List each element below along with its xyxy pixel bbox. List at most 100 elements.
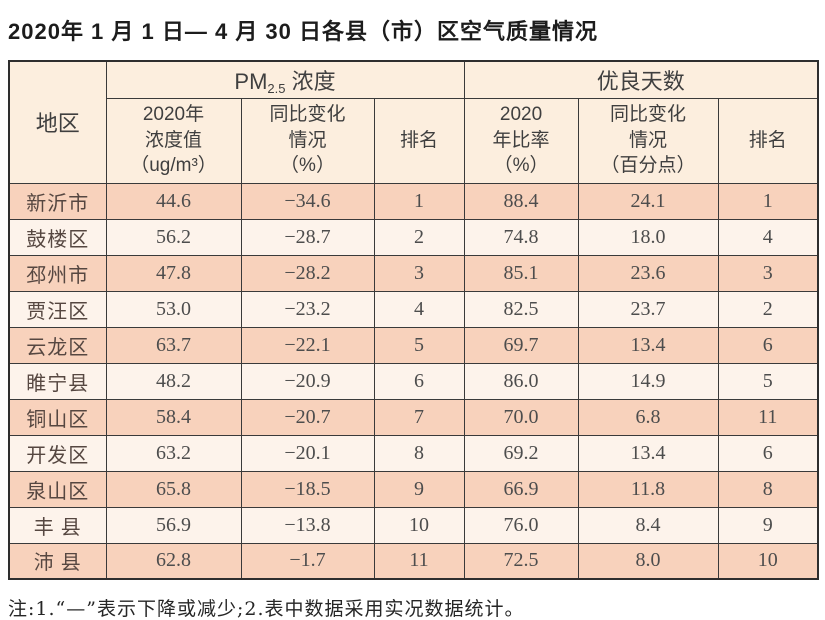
pm-rank-cell: 3 [373, 254, 465, 292]
region-cell: 睢宁县 [8, 362, 107, 400]
pm-rank-cell: 4 [373, 290, 465, 328]
sub-header-row: 2020年 浓度值 （ug/m³） 同比变化 情况 （%） 排名 2020 年比… [9, 97, 819, 184]
region-cell: 开发区 [8, 434, 107, 472]
group-header-row: 地区 PM2.5 浓度 优良天数 [8, 60, 819, 184]
pm-rank-cell: 5 [373, 326, 465, 364]
pm-change-cell: −18.5 [240, 470, 375, 508]
ratio-cell: 69.2 [463, 434, 579, 472]
table-row: 邳州市 47.8 −28.2 3 85.1 23.6 3 [8, 254, 819, 292]
ratio-change-cell: 8.0 [577, 542, 719, 580]
table-row: 沛 县 62.8 −1.7 11 72.5 8.0 10 [8, 542, 819, 580]
ratio-column-header: 2020 年比率 （%） [463, 97, 579, 184]
ratio-cell: 70.0 [463, 398, 579, 436]
region-cell: 丰 县 [8, 506, 107, 544]
ratio-change-cell: 11.8 [577, 470, 719, 508]
ratio-change-cell: 18.0 [577, 218, 719, 256]
ratio-change-column-header: 同比变化 情况 （百分点） [577, 97, 719, 184]
ratio-change-cell: 13.4 [577, 326, 719, 364]
ratio-cell: 85.1 [463, 254, 579, 292]
pm-value-cell: 65.8 [105, 470, 242, 508]
pm-rank-cell: 8 [373, 434, 465, 472]
pm-change-cell: −20.9 [240, 362, 375, 400]
ratio-change-cell: 23.6 [577, 254, 719, 292]
pm-change-cell: −20.7 [240, 398, 375, 436]
ratio-cell: 82.5 [463, 290, 579, 328]
good-days-group-header: 优良天数 [463, 60, 819, 99]
pm-change-cell: −20.1 [240, 434, 375, 472]
ratio-rank-cell: 1 [717, 182, 819, 220]
ratio-change-cell: 13.4 [577, 434, 719, 472]
pm25-label-prefix: PM [234, 68, 268, 94]
region-cell: 新沂市 [8, 182, 107, 220]
ratio-rank-cell: 6 [717, 326, 819, 364]
region-column-header: 地区 [8, 60, 107, 184]
pm-value-column-header: 2020年 浓度值 （ug/m³） [105, 97, 242, 184]
pm-rank-cell: 2 [373, 218, 465, 256]
ratio-cell: 76.0 [463, 506, 579, 544]
pm-rank-column-header: 排名 [373, 97, 465, 184]
region-cell: 邳州市 [8, 254, 107, 292]
ratio-rank-cell: 5 [717, 362, 819, 400]
region-cell: 云龙区 [8, 326, 107, 364]
pm-value-cell: 44.6 [105, 182, 242, 220]
ratio-rank-cell: 10 [717, 542, 819, 580]
pm25-label-suffix: 浓度 [285, 68, 336, 94]
pm-rank-cell: 6 [373, 362, 465, 400]
pm-value-cell: 48.2 [105, 362, 242, 400]
ratio-cell: 86.0 [463, 362, 579, 400]
pm-value-cell: 62.8 [105, 542, 242, 580]
pm-change-cell: −28.2 [240, 254, 375, 292]
region-cell: 沛 县 [8, 542, 107, 580]
region-cell: 贾汪区 [8, 290, 107, 328]
ratio-cell: 72.5 [463, 542, 579, 580]
region-cell: 铜山区 [8, 398, 107, 436]
pm-value-cell: 47.8 [105, 254, 242, 292]
ratio-change-cell: 6.8 [577, 398, 719, 436]
pm-change-column-header: 同比变化 情况 （%） [240, 97, 375, 184]
pm-value-cell: 53.0 [105, 290, 242, 328]
ratio-rank-column-header: 排名 [717, 97, 819, 184]
pm-change-cell: −34.6 [240, 182, 375, 220]
table-row: 云龙区 63.7 −22.1 5 69.7 13.4 6 [8, 326, 819, 364]
ratio-rank-cell: 6 [717, 434, 819, 472]
table-header: 地区 PM2.5 浓度 优良天数 2020年 浓度值 （ug/m³） 同比变化 … [8, 60, 819, 184]
ratio-rank-cell: 3 [717, 254, 819, 292]
region-cell: 泉山区 [8, 470, 107, 508]
table-row: 新沂市 44.6 −34.6 1 88.4 24.1 1 [8, 182, 819, 220]
pm-value-cell: 63.7 [105, 326, 242, 364]
ratio-change-cell: 23.7 [577, 290, 719, 328]
pm-rank-cell: 7 [373, 398, 465, 436]
page-title: 2020年 1 月 1 日— 4 月 30 日各县（市）区空气质量情况 [8, 19, 599, 44]
table-row: 贾汪区 53.0 −23.2 4 82.5 23.7 2 [8, 290, 819, 328]
pm-change-cell: −28.7 [240, 218, 375, 256]
table-row: 睢宁县 48.2 −20.9 6 86.0 14.9 5 [8, 362, 819, 400]
pm-change-cell: −13.8 [240, 506, 375, 544]
table-body: 新沂市 44.6 −34.6 1 88.4 24.1 1 鼓楼区 56.2 −28.7 2 74.8 1… [8, 182, 819, 580]
pm-rank-cell: 1 [373, 182, 465, 220]
ratio-rank-cell: 11 [717, 398, 819, 436]
ratio-change-cell: 14.9 [577, 362, 719, 400]
ratio-rank-cell: 2 [717, 290, 819, 328]
pm-change-cell: −23.2 [240, 290, 375, 328]
ratio-change-cell: 24.1 [577, 182, 719, 220]
table-row: 鼓楼区 56.2 −28.7 2 74.8 18.0 4 [8, 218, 819, 256]
ratio-rank-cell: 4 [717, 218, 819, 256]
table-row: 铜山区 58.4 −20.7 7 70.0 6.8 11 [8, 398, 819, 436]
table-row: 泉山区 65.8 −18.5 9 66.9 11.8 8 [8, 470, 819, 508]
pm-value-cell: 56.2 [105, 218, 242, 256]
pm-rank-cell: 11 [373, 542, 465, 580]
air-quality-table: 地区 PM2.5 浓度 优良天数 2020年 浓度值 （ug/m³） 同比变化 … [8, 60, 820, 580]
pm25-group-header: PM2.5 浓度 [105, 60, 465, 99]
footnote: 注:1.“—”表示下降或减少;2.表中数据采用实况数据统计。 [8, 598, 525, 620]
pm-rank-cell: 10 [373, 506, 465, 544]
ratio-cell: 69.7 [463, 326, 579, 364]
pm-change-cell: −1.7 [240, 542, 375, 580]
ratio-cell: 88.4 [463, 182, 579, 220]
ratio-rank-cell: 8 [717, 470, 819, 508]
pm-value-cell: 58.4 [105, 398, 242, 436]
table-row: 丰 县 56.9 −13.8 10 76.0 8.4 9 [8, 506, 819, 544]
pm25-subscript: 2.5 [267, 80, 286, 96]
region-cell: 鼓楼区 [8, 218, 107, 256]
ratio-cell: 74.8 [463, 218, 579, 256]
